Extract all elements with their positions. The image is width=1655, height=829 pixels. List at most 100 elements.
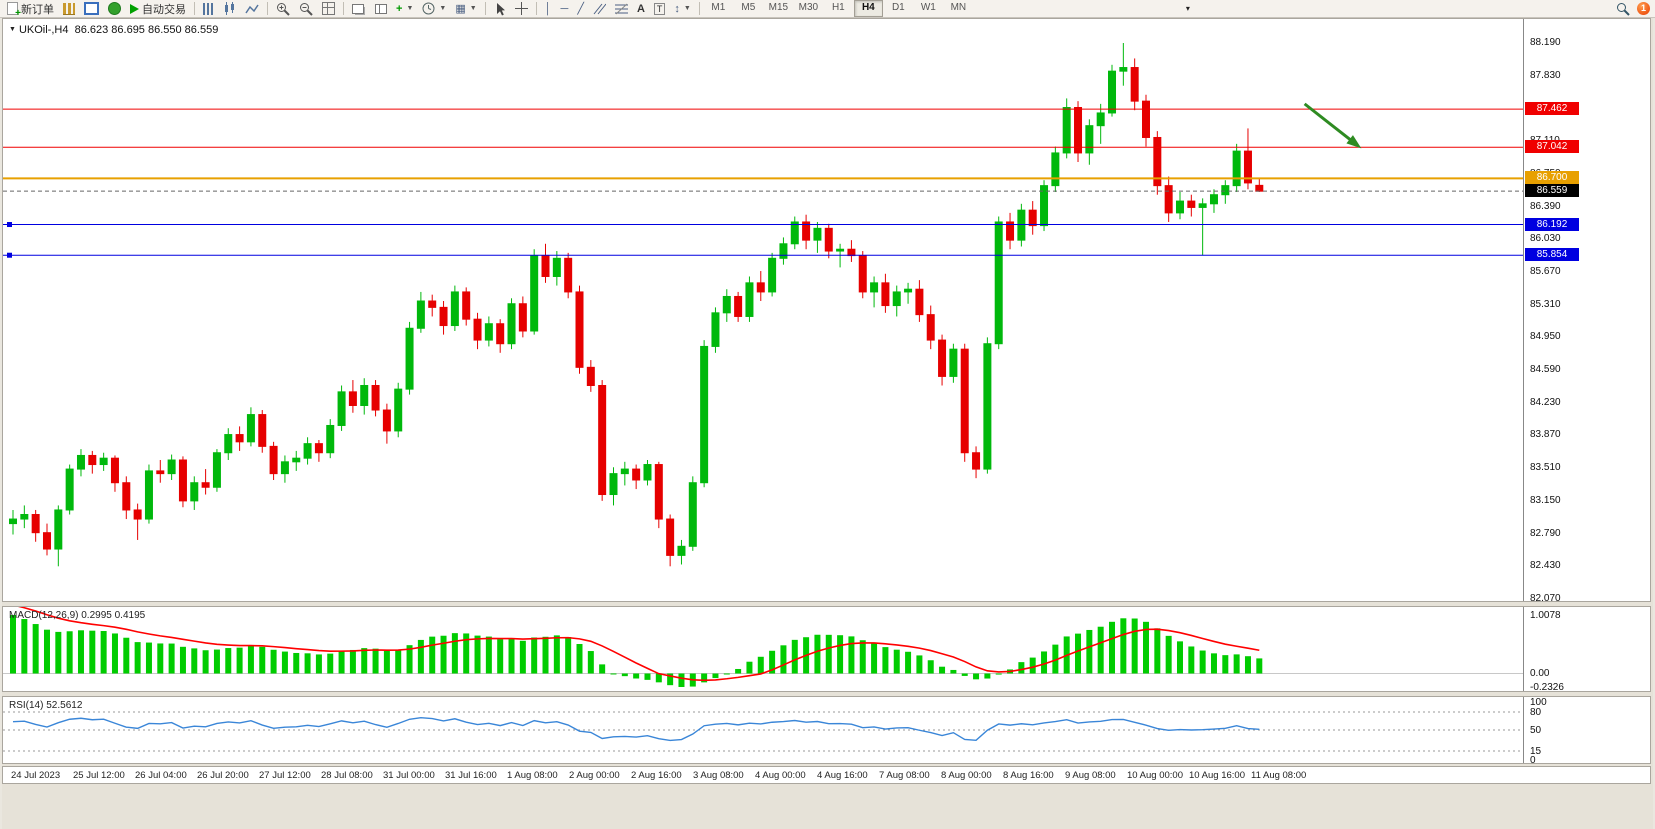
- chart-ohlc: 86.623 86.695 86.550 86.559: [74, 24, 219, 36]
- search-icon: [1617, 2, 1630, 16]
- text-tool[interactable]: A: [633, 0, 649, 18]
- x-axis-label: 31 Jul 16:00: [445, 770, 497, 781]
- chart-symbol-period: UKOil-,H4: [18, 24, 69, 36]
- new-order-icon: [7, 2, 21, 19]
- cascade-windows-button[interactable]: [348, 0, 370, 18]
- x-axis-label: 2 Aug 16:00: [631, 770, 682, 781]
- market-watch-button[interactable]: [59, 0, 79, 18]
- axis-tick: 82.790: [1530, 527, 1561, 539]
- crosshair-button[interactable]: [511, 0, 532, 18]
- bar-chart-button[interactable]: [199, 0, 218, 18]
- axis-tick: 83.150: [1530, 494, 1561, 506]
- axis-tick: 86.030: [1530, 233, 1561, 245]
- main-chart-canvas[interactable]: [3, 19, 1523, 601]
- arrange-windows-icon: [375, 3, 387, 14]
- price-badge: 87.462: [1525, 102, 1579, 116]
- timeframe-m1[interactable]: M1: [711, 2, 726, 13]
- timeframe-m5[interactable]: M5: [741, 2, 756, 13]
- navigator-button[interactable]: [104, 0, 125, 18]
- line-chart-icon: [245, 4, 259, 13]
- macd-canvas[interactable]: [3, 607, 1523, 691]
- x-axis-label: 9 Aug 08:00: [1065, 770, 1116, 781]
- axis-tick: 85.310: [1530, 298, 1561, 310]
- add-indicator-button[interactable]: + ▼: [392, 0, 417, 18]
- rsi-axis[interactable]: 100 80 50 15 0: [1523, 697, 1650, 763]
- price-badge: 86.559: [1525, 184, 1579, 198]
- timeframe-m15[interactable]: M15: [768, 2, 789, 13]
- templates-button[interactable]: ▦ ▼: [451, 0, 480, 18]
- line-chart-button[interactable]: [241, 0, 263, 18]
- toolbar-separator: [535, 2, 537, 15]
- macd-axis[interactable]: 1.0078 0.00 -0.2326: [1523, 607, 1650, 692]
- axis-tick: 15: [1530, 746, 1542, 757]
- candlestick-chart-button[interactable]: [219, 0, 240, 18]
- toolbar-separator: [484, 2, 486, 15]
- toolbar-overflow-chevron[interactable]: ▾: [1185, 4, 1190, 13]
- chevron-down-icon: ▼: [406, 5, 414, 12]
- axis-tick: 87.830: [1530, 69, 1561, 81]
- data-window-button[interactable]: [80, 0, 103, 18]
- axis-tick: 83.510: [1530, 462, 1561, 474]
- cascade-windows-icon: [352, 3, 364, 14]
- zoom-in-button[interactable]: [272, 0, 294, 18]
- x-axis-label: 8 Aug 16:00: [1003, 770, 1054, 781]
- autotrade-play-icon: [130, 3, 139, 14]
- add-indicator-icon: +: [396, 2, 403, 15]
- timeframe-w1[interactable]: W1: [920, 2, 936, 13]
- toolbar-separator: [194, 2, 195, 15]
- toolbar-separator: [343, 2, 344, 15]
- chevron-down-icon: ▼: [469, 5, 477, 12]
- horizontal-line-tool[interactable]: ─: [557, 0, 573, 18]
- chevron-down-icon: ▼: [683, 5, 691, 12]
- timeframe-h1[interactable]: H1: [831, 2, 845, 13]
- channel-tool[interactable]: [589, 0, 610, 18]
- axis-tick: 82.430: [1530, 560, 1561, 572]
- axis-tick: 100: [1530, 697, 1547, 708]
- timeframe-mn[interactable]: MN: [950, 2, 967, 13]
- notification-badge[interactable]: 1: [1637, 2, 1650, 15]
- x-axis-label: 25 Jul 12:00: [73, 770, 125, 781]
- axis-tick: 1.0078: [1530, 610, 1561, 621]
- toolbar-separator: [267, 2, 268, 15]
- x-axis-label: 8 Aug 00:00: [941, 770, 992, 781]
- x-axis-label: 28 Jul 08:00: [321, 770, 373, 781]
- tile-windows-button[interactable]: [318, 0, 339, 18]
- vertical-line-tool[interactable]: │: [541, 0, 556, 18]
- time-axis[interactable]: 24 Jul 2023 25 Jul 12:00 26 Jul 04:00 26 Ju…: [2, 766, 1651, 784]
- axis-tick: 84.950: [1530, 331, 1561, 343]
- axis-tick: 0.00: [1530, 668, 1550, 680]
- macd-values: 0.2995 0.4195: [81, 610, 146, 621]
- fibonacci-tool[interactable]: [611, 0, 632, 18]
- macd-panel: MACD(12,26,9) 0.2995 0.4195 1.0078 0.00 -0…: [2, 606, 1651, 692]
- one-click-collapse-icon[interactable]: ▼: [9, 26, 16, 33]
- autotrade-label: 自动交易: [142, 3, 186, 16]
- timeframe-d1[interactable]: D1: [891, 2, 905, 13]
- timeframe-h4[interactable]: H4: [853, 0, 883, 17]
- zoom-out-button[interactable]: [295, 0, 317, 18]
- axis-tick: -0.2326: [1530, 682, 1564, 692]
- clock-icon: [422, 2, 435, 15]
- axis-tick: 88.190: [1530, 37, 1561, 48]
- axis-tick: 83.870: [1530, 429, 1561, 441]
- timeframe-m30[interactable]: M30: [798, 2, 819, 13]
- autotrade-button[interactable]: 自动交易: [126, 0, 190, 18]
- chart-window: ▼ UKOil-,H4 86.623 86.695 86.550 86.559 8…: [2, 18, 1653, 829]
- x-axis-label: 10 Aug 16:00: [1189, 770, 1245, 781]
- arrows-tool[interactable]: ↕ ▼: [670, 0, 694, 18]
- trendline-tool[interactable]: ╱: [573, 0, 588, 18]
- price-axis[interactable]: 88.19087.83087.47087.11086.75086.39086.0…: [1523, 19, 1650, 602]
- new-order-button[interactable]: 新订单: [3, 0, 58, 19]
- fibonacci-icon: [614, 3, 628, 14]
- axis-tick: 84.590: [1530, 364, 1561, 376]
- periods-button[interactable]: ▼: [418, 0, 450, 18]
- label-tool[interactable]: T: [650, 0, 670, 18]
- template-icon: ▦: [455, 2, 466, 15]
- cursor-button[interactable]: [490, 0, 510, 18]
- axis-tick: 82.070: [1530, 593, 1561, 602]
- rsi-canvas[interactable]: [3, 697, 1523, 763]
- x-axis-label: 3 Aug 08:00: [693, 770, 744, 781]
- arrange-windows-button[interactable]: [371, 0, 391, 18]
- tile-windows-icon: [322, 2, 335, 15]
- search-button[interactable]: [1612, 0, 1634, 18]
- toolbar-separator: [698, 2, 700, 15]
